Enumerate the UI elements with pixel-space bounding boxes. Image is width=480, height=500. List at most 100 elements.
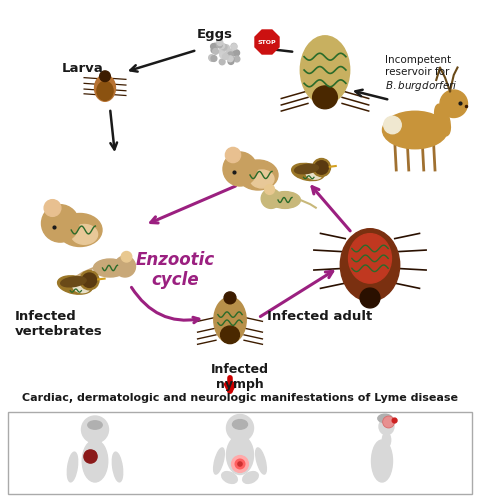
Circle shape (220, 52, 226, 58)
Circle shape (121, 252, 132, 262)
Ellipse shape (340, 228, 400, 302)
Circle shape (226, 148, 240, 162)
Circle shape (231, 456, 249, 472)
Ellipse shape (306, 168, 322, 179)
Circle shape (261, 189, 281, 208)
Circle shape (217, 40, 223, 46)
Text: Infected
nymph: Infected nymph (211, 363, 269, 391)
Circle shape (312, 158, 331, 176)
Circle shape (223, 52, 228, 58)
Circle shape (224, 45, 229, 51)
Ellipse shape (256, 448, 266, 474)
Circle shape (440, 90, 468, 118)
Circle shape (227, 49, 233, 54)
Ellipse shape (214, 448, 224, 474)
Ellipse shape (112, 452, 123, 482)
Text: Enzootic
cycle: Enzootic cycle (135, 250, 215, 290)
Ellipse shape (295, 164, 318, 174)
Circle shape (228, 52, 233, 58)
Ellipse shape (58, 214, 102, 246)
Ellipse shape (270, 192, 300, 208)
Circle shape (231, 44, 237, 50)
Circle shape (219, 59, 225, 64)
Ellipse shape (227, 436, 253, 474)
Circle shape (82, 273, 96, 287)
Text: Infected
vertebrates: Infected vertebrates (15, 310, 103, 338)
Text: STOP: STOP (258, 40, 276, 44)
Ellipse shape (383, 416, 394, 428)
Circle shape (227, 414, 253, 442)
Circle shape (234, 56, 240, 62)
Circle shape (392, 418, 397, 423)
Ellipse shape (97, 82, 113, 100)
Circle shape (82, 416, 108, 443)
Ellipse shape (88, 421, 102, 429)
Circle shape (41, 204, 79, 242)
Ellipse shape (300, 36, 350, 104)
Circle shape (264, 184, 275, 194)
Circle shape (213, 48, 218, 54)
Ellipse shape (382, 432, 391, 448)
Circle shape (219, 49, 225, 55)
Text: Infected adult: Infected adult (267, 310, 372, 323)
Circle shape (223, 152, 257, 186)
Circle shape (315, 161, 328, 174)
Ellipse shape (384, 417, 394, 427)
Text: Incompetent
reservoir for
$\it{B. burgdorferi}$: Incompetent reservoir for $\it{B. burgdo… (385, 55, 458, 92)
Ellipse shape (60, 276, 86, 287)
Circle shape (223, 54, 228, 60)
Ellipse shape (312, 86, 337, 109)
Ellipse shape (67, 452, 78, 482)
Circle shape (100, 71, 110, 82)
Circle shape (44, 200, 61, 216)
Circle shape (211, 44, 216, 50)
Text: Eggs: Eggs (197, 28, 233, 41)
Circle shape (228, 58, 234, 64)
Circle shape (228, 56, 234, 62)
Ellipse shape (238, 160, 278, 190)
Ellipse shape (214, 297, 246, 343)
Ellipse shape (220, 326, 240, 344)
Circle shape (235, 459, 245, 469)
Ellipse shape (243, 472, 258, 484)
Text: Cardiac, dermatologic and neurologic manifestations of Lyme disease: Cardiac, dermatologic and neurologic man… (22, 393, 458, 403)
Circle shape (221, 44, 227, 50)
Circle shape (115, 256, 135, 277)
Ellipse shape (82, 440, 108, 482)
Circle shape (209, 56, 215, 62)
Ellipse shape (379, 418, 394, 434)
Ellipse shape (222, 472, 237, 484)
Ellipse shape (292, 164, 324, 180)
Ellipse shape (90, 451, 96, 458)
Ellipse shape (58, 276, 92, 294)
Ellipse shape (232, 420, 248, 429)
Circle shape (360, 288, 380, 308)
Circle shape (219, 43, 225, 49)
Ellipse shape (384, 116, 401, 134)
Circle shape (80, 270, 99, 290)
Ellipse shape (94, 259, 127, 277)
Ellipse shape (372, 440, 393, 482)
Text: Larva: Larva (62, 62, 104, 75)
Circle shape (211, 56, 217, 62)
Ellipse shape (71, 224, 97, 244)
Ellipse shape (434, 104, 450, 136)
Ellipse shape (85, 451, 91, 458)
Circle shape (209, 54, 215, 60)
Circle shape (233, 50, 239, 56)
Circle shape (234, 50, 240, 56)
Ellipse shape (378, 414, 392, 422)
Circle shape (231, 44, 237, 49)
Circle shape (84, 450, 97, 463)
Circle shape (211, 48, 217, 53)
Circle shape (216, 40, 222, 46)
Circle shape (224, 292, 236, 304)
Circle shape (213, 43, 218, 49)
FancyBboxPatch shape (8, 412, 472, 494)
Circle shape (228, 56, 233, 62)
Ellipse shape (383, 112, 447, 149)
Ellipse shape (72, 280, 90, 292)
Ellipse shape (250, 170, 274, 188)
Ellipse shape (348, 234, 392, 283)
Circle shape (216, 42, 222, 48)
